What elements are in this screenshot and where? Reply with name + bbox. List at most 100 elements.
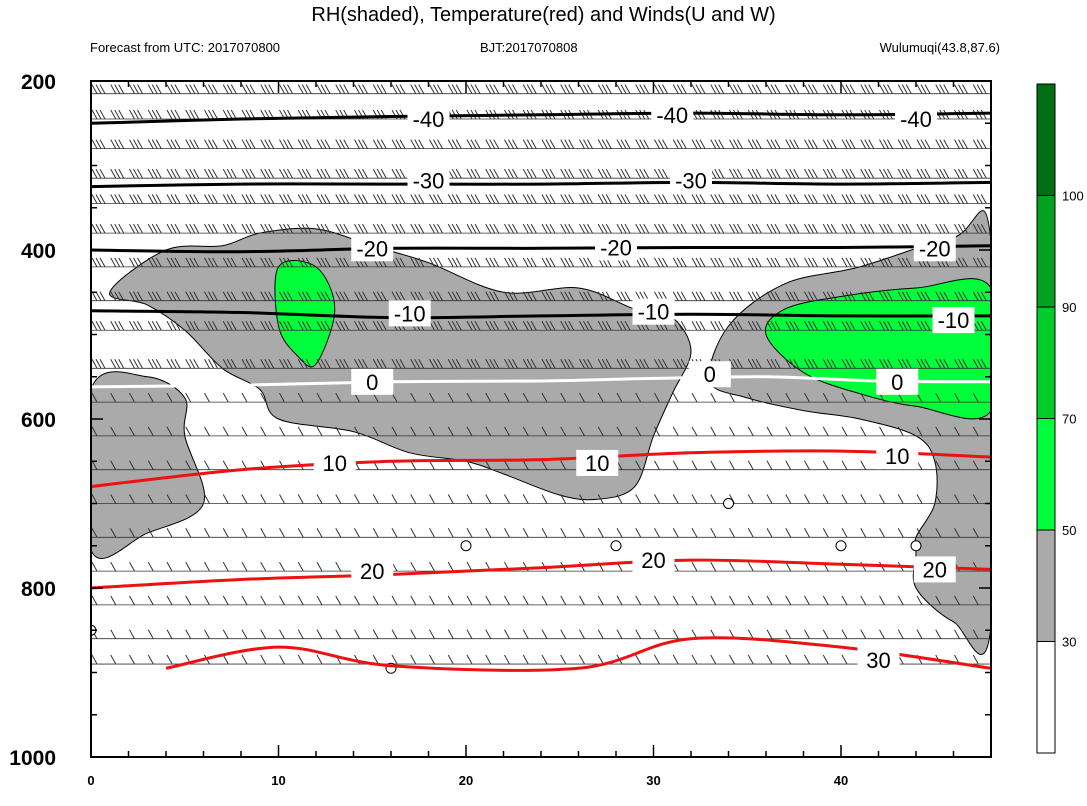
wind-barb: [264, 139, 271, 149]
wind-barb: [204, 194, 210, 204]
wind-barb: [658, 84, 664, 94]
wind-barb: [954, 168, 960, 179]
wind-barb: [766, 528, 773, 538]
wind-barb: [391, 168, 398, 179]
wind-barb: [691, 595, 698, 606]
wind-barb: [470, 168, 477, 179]
temp-label--40-1: -40: [656, 103, 688, 128]
wind-barb: [466, 494, 473, 504]
wind-barb: [587, 291, 593, 301]
wind-barb: [766, 494, 773, 504]
wind-barb: [395, 257, 402, 268]
wind-barb: [208, 109, 214, 120]
wind-barb: [395, 359, 402, 369]
wind-barb: [283, 359, 289, 369]
wind-barb: [279, 359, 285, 369]
wind-barb: [691, 321, 698, 331]
wind-barb: [118, 291, 125, 301]
wind-barb: [699, 194, 706, 204]
wind-barb: [718, 194, 725, 204]
wind-barb: [339, 359, 346, 369]
wind-barb: [343, 257, 350, 268]
wind-barb: [508, 321, 514, 331]
wind-barb: [316, 223, 323, 234]
wind-barb: [147, 460, 154, 470]
wind-barb: [522, 84, 529, 94]
wind-barb: [616, 194, 623, 204]
wind-barb: [672, 257, 679, 268]
wind-barb: [118, 139, 125, 149]
wind-barb: [804, 291, 810, 301]
wind-barb: [391, 359, 398, 369]
wind-barb: [916, 223, 923, 234]
wind-barb: [747, 84, 754, 94]
wind-barb: [605, 168, 612, 179]
temp-label--40-2: -40: [900, 107, 932, 132]
wind-barb: [992, 292, 997, 301]
wind-barb: [174, 359, 181, 369]
wind-barb: [151, 168, 158, 179]
wind-barb: [935, 494, 942, 504]
wind-barb: [283, 321, 289, 331]
wind-barb: [489, 168, 496, 179]
wind-barb: [155, 359, 162, 369]
wind-barb: [620, 223, 627, 234]
wind-barb: [260, 392, 267, 403]
wind-barb: [185, 528, 192, 538]
wind-barb: [920, 291, 927, 301]
wind-barb: [133, 359, 139, 369]
wind-barb: [549, 291, 556, 301]
wind-barb: [972, 194, 979, 204]
wind-barb: [639, 223, 646, 234]
wind-barb: [99, 84, 106, 94]
wind-barb: [654, 84, 660, 94]
wind-barb: [897, 426, 904, 437]
wind-barb: [485, 291, 492, 301]
wind-barb: [522, 595, 529, 606]
wind-barb: [901, 257, 908, 268]
wind-barb: [91, 595, 98, 606]
wind-barb: [579, 426, 585, 437]
wind-barb: [320, 139, 327, 149]
wind-barb: [662, 84, 668, 94]
wind-barb: [508, 223, 514, 234]
wind-barb: [755, 321, 762, 331]
wind-barb: [714, 84, 721, 94]
wind-barb: [845, 168, 852, 179]
wind-barb: [114, 109, 121, 120]
wind-barb: [354, 291, 360, 301]
wind-barb: [804, 194, 810, 204]
wind-barb: [822, 392, 829, 403]
wind-barb: [560, 359, 567, 369]
wind-barb: [654, 595, 660, 606]
wind-barb: [230, 84, 237, 94]
wind-barb: [714, 321, 721, 331]
wind-barb: [560, 321, 567, 331]
wind-barb: [474, 168, 481, 179]
wind-barb: [166, 168, 173, 179]
wind-barb: [710, 528, 717, 538]
wind-barb: [110, 109, 117, 120]
wind-barb: [358, 194, 364, 204]
wind-barb: [770, 168, 777, 179]
wind-barb: [980, 84, 987, 94]
wind-barb: [99, 223, 106, 234]
wind-barb: [662, 257, 668, 268]
wind-barb: [147, 654, 154, 665]
wind-barb: [129, 257, 135, 268]
wind-barb: [316, 139, 323, 149]
wind-barb: [485, 392, 492, 403]
wind-barb: [879, 291, 885, 301]
wind-barb: [324, 84, 331, 94]
wind-barb: [204, 528, 210, 538]
wind-barb: [766, 426, 773, 437]
wind-barb: [437, 84, 443, 94]
wind-barb: [380, 359, 387, 369]
wind-barb: [339, 291, 346, 301]
wind-barb: [920, 223, 927, 234]
wind-barb: [335, 321, 342, 331]
wind-barb: [133, 321, 139, 331]
colorbar-label-30: 30: [1062, 635, 1076, 650]
wind-barb: [583, 139, 589, 149]
wind-barb: [204, 629, 210, 639]
